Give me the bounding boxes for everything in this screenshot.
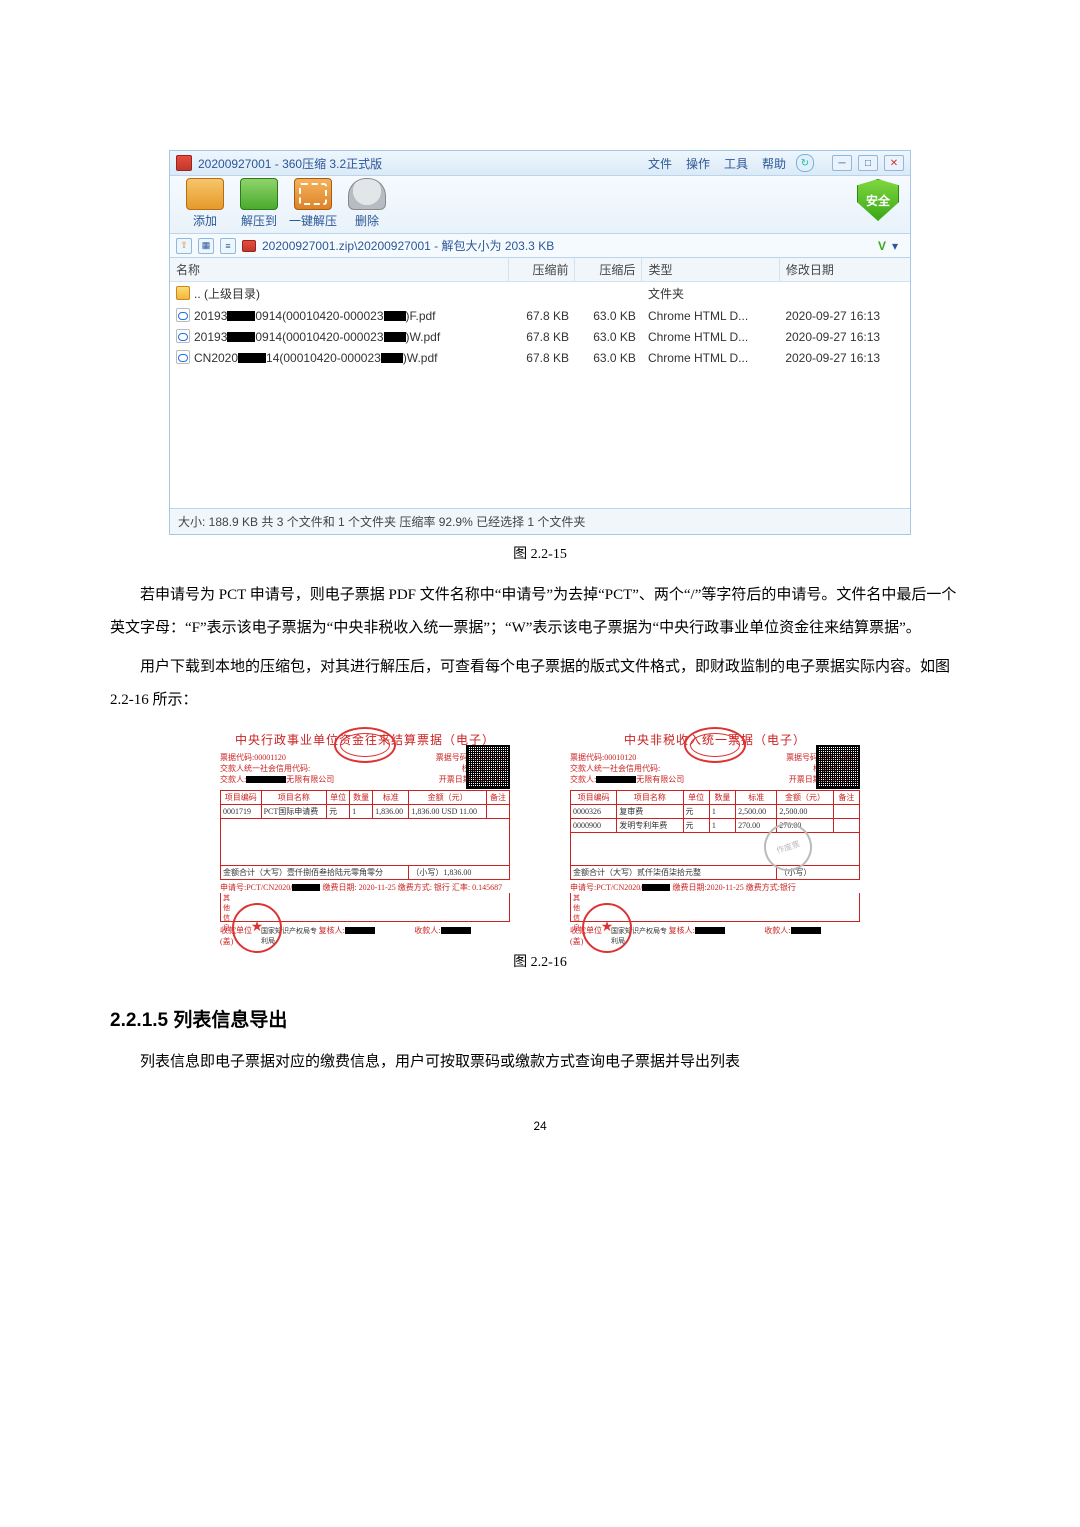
list-icon[interactable]: ≡ <box>220 238 236 254</box>
minimize-icon[interactable]: ─ <box>832 155 852 171</box>
figure-label-16: 图 2.2-16 <box>110 951 970 971</box>
maximize-icon[interactable]: □ <box>858 155 878 171</box>
section-heading: 2.2.1.5 列表信息导出 <box>110 1005 970 1032</box>
add-button[interactable]: 添加 <box>178 178 232 229</box>
tree-icon[interactable]: ▦ <box>198 238 214 254</box>
verified-icon: V <box>878 239 886 253</box>
one-click-icon <box>294 178 332 210</box>
menu: 文件 操作 工具 帮助 <box>648 155 786 172</box>
one-click-extract-button[interactable]: 一键解压 <box>286 178 340 229</box>
pdf-icon <box>176 329 190 343</box>
table-row[interactable]: .. (上级目录)文件夹 <box>170 282 910 306</box>
col-before[interactable]: 压缩前 <box>508 258 575 282</box>
menu-help[interactable]: 帮助 <box>762 155 786 172</box>
col-after[interactable]: 压缩后 <box>575 258 642 282</box>
invoice-table: 项目编码项目名称单位数量标准金额（元）备注 0000326复审费元12,500.… <box>570 790 860 880</box>
add-icon <box>186 178 224 210</box>
page-number: 24 <box>110 1119 970 1134</box>
zip-window: 20200927001 - 360压缩 3.2正式版 文件 操作 工具 帮助 ↻… <box>169 150 911 535</box>
table-row[interactable]: 201930914(00010420-000023)W.pdf67.8 KB63… <box>170 326 910 347</box>
path-bar: ⇧ ▦ ≡ 20200927001.zip\20200927001 - 解包大小… <box>170 234 910 258</box>
archive-icon <box>242 240 256 252</box>
up-icon[interactable]: ⇧ <box>176 238 192 254</box>
extract-to-button[interactable]: 解压到 <box>232 178 286 229</box>
qr-icon <box>466 745 510 789</box>
table-row[interactable]: 201930914(00010420-000023)F.pdf67.8 KB63… <box>170 305 910 326</box>
qr-icon <box>816 745 860 789</box>
invoice-apply-line: 申请号:PCT/CN2020/ 缴费日期:2020-11-25 缴费方式:银行 <box>570 882 860 893</box>
menu-file[interactable]: 文件 <box>648 155 672 172</box>
oval-stamp-inner-icon <box>340 733 390 757</box>
path-text: 20200927001.zip\20200927001 - 解包大小为 203.… <box>262 237 554 254</box>
paragraph-1: 若申请号为 PCT 申请号，则电子票据 PDF 文件名称中“申请号”为去掉“PC… <box>110 579 970 645</box>
app-icon <box>176 155 192 171</box>
table-row[interactable]: CN202014(00010420-000023)W.pdf67.8 KB63.… <box>170 347 910 368</box>
extract-icon <box>240 178 278 210</box>
col-type[interactable]: 类型 <box>642 258 779 282</box>
titlebar: 20200927001 - 360压缩 3.2正式版 文件 操作 工具 帮助 ↻… <box>170 151 910 176</box>
close-icon[interactable]: ✕ <box>884 155 904 171</box>
invoice-left: 中央行政事业单位资金往来结算票据（电子） 票据代码:00001120票据号码:0… <box>220 731 510 947</box>
file-table: 名称 压缩前 压缩后 类型 修改日期 .. (上级目录)文件夹201930914… <box>170 258 910 368</box>
col-name[interactable]: 名称 <box>170 258 508 282</box>
menu-operate[interactable]: 操作 <box>686 155 710 172</box>
col-date[interactable]: 修改日期 <box>779 258 910 282</box>
invoice-apply-line: 申请号:PCT/CN2020/ 缴费日期: 2020-11-25 缴费方式: 银… <box>220 882 510 893</box>
oval-stamp-inner-icon <box>690 733 740 757</box>
dropdown-icon[interactable]: ▾ <box>892 239 904 253</box>
paragraph-3: 列表信息即电子票据对应的缴费信息，用户可按取票码或缴款方式查询电子票据并导出列表 <box>110 1046 970 1079</box>
status-bar: 大小: 188.9 KB 共 3 个文件和 1 个文件夹 压缩率 92.9% 已… <box>170 508 910 534</box>
pdf-icon <box>176 350 190 364</box>
red-seal-icon <box>232 903 282 953</box>
red-seal-icon <box>582 903 632 953</box>
window-title: 20200927001 - 360压缩 3.2正式版 <box>198 155 382 172</box>
refresh-icon[interactable]: ↻ <box>796 154 814 172</box>
safety-shield: 安全 <box>856 180 900 220</box>
folder-icon <box>176 286 190 300</box>
invoice-table: 项目编码项目名称单位数量标准金额（元）备注 0001719PCT国际申请费元11… <box>220 790 510 880</box>
invoices-row: 中央行政事业单位资金往来结算票据（电子） 票据代码:00001120票据号码:0… <box>110 731 970 947</box>
toolbar: 添加 解压到 一键解压 删除 安全 <box>170 176 910 234</box>
figure-label-15: 图 2.2-15 <box>110 543 970 563</box>
delete-icon <box>348 178 386 210</box>
invoice-right: 中央非税收入统一票据（电子） 票据代码:00010120票据号码:0001428… <box>570 731 860 947</box>
paragraph-2: 用户下载到本地的压缩包，对其进行解压后，可查看每个电子票据的版式文件格式，即财政… <box>110 651 970 717</box>
delete-button[interactable]: 删除 <box>340 178 394 229</box>
menu-tools[interactable]: 工具 <box>724 155 748 172</box>
pdf-icon <box>176 308 190 322</box>
